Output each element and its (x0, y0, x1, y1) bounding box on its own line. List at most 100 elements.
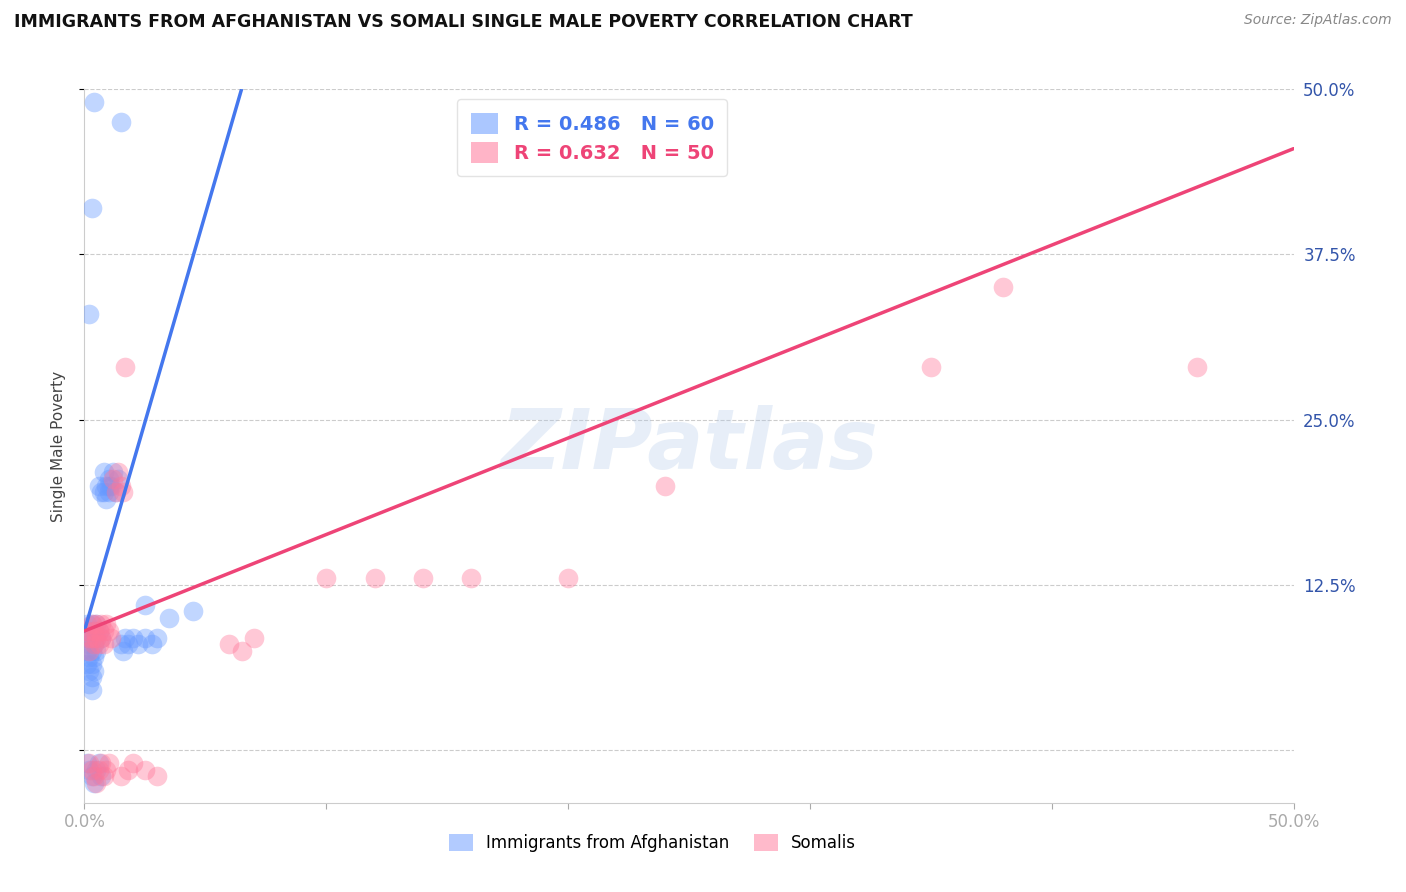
Point (80, 644, 103, 658)
Point (77, 631, 100, 645)
Point (112, 644, 135, 658)
Point (412, 571, 434, 585)
Point (110, 115, 132, 129)
Point (87, 763, 110, 777)
Legend: Immigrants from Afghanistan, Somalis: Immigrants from Afghanistan, Somalis (443, 827, 863, 859)
Point (83, 624, 105, 638)
Point (90, 485, 112, 500)
Point (80, 617, 103, 632)
Point (104, 485, 127, 500)
Point (86, 644, 108, 658)
Point (77, 644, 100, 658)
Point (97, 478, 120, 492)
Y-axis label: Single Male Poverty: Single Male Poverty (51, 370, 66, 522)
Point (90, 631, 112, 645)
Point (77, 677, 100, 691)
Point (104, 485, 127, 500)
Point (93, 769, 115, 783)
Point (110, 637, 132, 651)
Point (1185, 359, 1208, 374)
Point (97, 472, 120, 486)
Point (83, 776, 105, 790)
Point (80, 763, 103, 777)
Point (94, 763, 117, 777)
Point (242, 631, 264, 645)
Point (93, 466, 115, 480)
Point (121, 756, 143, 771)
Point (80, 670, 103, 684)
Point (94, 478, 117, 492)
Point (80, 617, 103, 632)
Point (90, 769, 112, 783)
Point (315, 571, 337, 585)
Point (100, 631, 122, 645)
Point (993, 280, 1015, 294)
Point (97, 485, 120, 500)
Point (134, 598, 156, 612)
Point (93, 637, 115, 651)
Point (87, 624, 110, 638)
Point (100, 478, 122, 492)
Point (87, 637, 110, 651)
Text: ZIPatlas: ZIPatlas (501, 406, 877, 486)
Point (83, 95, 105, 110)
Point (110, 769, 132, 783)
Point (121, 631, 143, 645)
Point (103, 466, 125, 480)
Point (93, 485, 115, 500)
Point (77, 756, 100, 771)
Point (112, 485, 135, 500)
Point (86, 617, 108, 632)
Point (80, 631, 103, 645)
Point (920, 359, 942, 374)
Point (80, 657, 103, 671)
Point (157, 611, 180, 625)
Point (80, 769, 103, 783)
Point (77, 624, 100, 638)
Point (134, 763, 156, 777)
Text: IMMIGRANTS FROM AFGHANISTAN VS SOMALI SINGLE MALE POVERTY CORRELATION CHART: IMMIGRANTS FROM AFGHANISTAN VS SOMALI SI… (14, 13, 912, 31)
Point (76, 617, 98, 632)
Point (97, 756, 120, 771)
Point (93, 624, 115, 638)
Point (80, 201, 103, 215)
Point (94, 617, 117, 632)
Point (83, 624, 105, 638)
Point (76, 624, 98, 638)
Point (117, 637, 139, 651)
Point (80, 631, 103, 645)
Point (218, 637, 240, 651)
Point (146, 631, 169, 645)
Point (86, 631, 108, 645)
Point (83, 664, 105, 678)
Point (90, 617, 112, 632)
Point (87, 478, 110, 492)
Point (460, 571, 482, 585)
Point (77, 637, 100, 651)
Point (87, 756, 110, 771)
Point (107, 472, 129, 486)
Point (76, 756, 98, 771)
Point (77, 650, 100, 665)
Point (146, 769, 169, 783)
Point (134, 631, 156, 645)
Point (107, 466, 129, 480)
Point (114, 359, 136, 374)
Point (557, 571, 579, 585)
Point (86, 617, 108, 632)
Point (97, 624, 120, 638)
Point (86, 631, 108, 645)
Point (83, 637, 105, 651)
Point (231, 644, 253, 658)
Point (76, 657, 98, 671)
Point (86, 776, 108, 790)
Point (654, 478, 676, 492)
Point (141, 637, 163, 651)
Point (77, 763, 100, 777)
Point (363, 571, 385, 585)
Point (77, 664, 100, 678)
Point (114, 631, 136, 645)
Point (76, 631, 98, 645)
Point (80, 683, 103, 698)
Point (83, 637, 105, 651)
